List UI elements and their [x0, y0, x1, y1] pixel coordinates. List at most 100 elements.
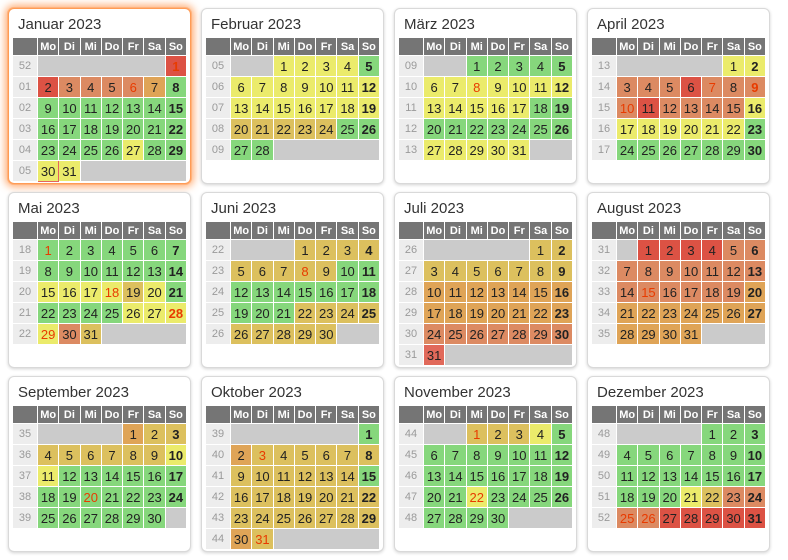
- day-cell[interactable]: 23: [315, 302, 338, 324]
- day-cell[interactable]: 28: [336, 507, 359, 529]
- day-cell[interactable]: 19: [658, 118, 681, 140]
- day-cell[interactable]: 6: [251, 260, 274, 282]
- day-cell[interactable]: 20: [122, 118, 145, 140]
- day-cell[interactable]: 5: [550, 55, 574, 77]
- day-cell[interactable]: 9: [486, 76, 510, 98]
- day-cell[interactable]: 8: [357, 444, 381, 466]
- day-cell[interactable]: 9: [722, 444, 745, 466]
- day-cell[interactable]: 14: [272, 281, 295, 303]
- day-cell[interactable]: 30: [550, 323, 574, 345]
- day-cell[interactable]: 28: [251, 139, 274, 161]
- day-cell[interactable]: 14: [679, 465, 703, 487]
- day-cell[interactable]: 29: [637, 323, 660, 345]
- day-cell[interactable]: 6: [143, 239, 166, 261]
- day-cell[interactable]: 12: [122, 260, 145, 282]
- day-cell[interactable]: 24: [336, 302, 359, 324]
- day-cell[interactable]: 3: [336, 239, 359, 261]
- day-cell[interactable]: 18: [701, 281, 724, 303]
- day-cell[interactable]: 21: [336, 486, 359, 508]
- day-cell[interactable]: 3: [743, 423, 767, 445]
- day-cell[interactable]: 17: [422, 302, 446, 324]
- day-cell[interactable]: 20: [315, 486, 338, 508]
- day-cell[interactable]: 12: [229, 281, 253, 303]
- day-cell[interactable]: 7: [615, 260, 639, 282]
- day-cell[interactable]: 27: [122, 139, 145, 161]
- day-cell[interactable]: 2: [743, 55, 767, 77]
- day-cell[interactable]: 2: [658, 239, 681, 261]
- day-cell[interactable]: 22: [293, 302, 317, 324]
- day-cell[interactable]: 16: [658, 281, 681, 303]
- day-cell[interactable]: 12: [550, 76, 574, 98]
- day-cell[interactable]: 19: [100, 118, 124, 140]
- day-cell[interactable]: 28: [701, 139, 724, 161]
- day-cell[interactable]: 27: [79, 507, 102, 529]
- day-cell[interactable]: 15: [701, 465, 724, 487]
- day-cell[interactable]: 31: [79, 323, 102, 345]
- day-cell[interactable]: 24: [58, 139, 81, 161]
- day-cell[interactable]: 2: [293, 55, 317, 77]
- day-cell[interactable]: 28: [508, 323, 531, 345]
- day-cell[interactable]: 27: [743, 302, 767, 324]
- day-cell[interactable]: 1: [701, 423, 724, 445]
- day-cell[interactable]: 18: [529, 97, 552, 119]
- day-cell[interactable]: 4: [79, 76, 102, 98]
- day-cell[interactable]: 12: [722, 260, 745, 282]
- day-cell[interactable]: 15: [722, 97, 745, 119]
- day-cell[interactable]: 30: [143, 507, 166, 529]
- day-cell[interactable]: 19: [122, 281, 145, 303]
- day-cell[interactable]: 18: [615, 486, 639, 508]
- day-cell[interactable]: 23: [722, 486, 745, 508]
- day-cell[interactable]: 9: [743, 76, 767, 98]
- day-cell[interactable]: 8: [722, 76, 745, 98]
- day-cell[interactable]: 10: [79, 260, 102, 282]
- day-cell[interactable]: 20: [79, 486, 102, 508]
- day-cell[interactable]: 8: [164, 76, 188, 98]
- day-cell[interactable]: 31: [58, 160, 81, 182]
- day-cell[interactable]: 9: [315, 260, 338, 282]
- day-cell[interactable]: 12: [293, 465, 317, 487]
- day-cell[interactable]: 17: [79, 281, 102, 303]
- day-cell[interactable]: 25: [444, 323, 467, 345]
- day-cell[interactable]: 3: [679, 239, 703, 261]
- day-cell[interactable]: 13: [658, 465, 681, 487]
- day-cell[interactable]: 4: [444, 260, 467, 282]
- day-cell[interactable]: 3: [508, 55, 531, 77]
- day-cell[interactable]: 9: [658, 260, 681, 282]
- day-cell[interactable]: 9: [486, 444, 510, 466]
- day-cell[interactable]: 22: [722, 118, 745, 140]
- day-cell[interactable]: 27: [315, 507, 338, 529]
- day-cell[interactable]: 7: [272, 260, 295, 282]
- day-cell[interactable]: 21: [143, 118, 166, 140]
- day-cell[interactable]: 26: [722, 302, 745, 324]
- day-cell[interactable]: 19: [293, 486, 317, 508]
- day-cell[interactable]: 14: [615, 281, 639, 303]
- day-cell[interactable]: 14: [251, 97, 274, 119]
- day-cell[interactable]: 14: [100, 465, 124, 487]
- day-cell[interactable]: 19: [229, 302, 253, 324]
- day-cell[interactable]: 13: [251, 281, 274, 303]
- day-cell[interactable]: 27: [422, 139, 446, 161]
- day-cell[interactable]: 7: [100, 444, 124, 466]
- day-cell[interactable]: 19: [722, 281, 745, 303]
- day-cell[interactable]: 24: [508, 118, 531, 140]
- day-cell[interactable]: 29: [36, 323, 60, 345]
- day-cell[interactable]: 18: [357, 281, 381, 303]
- day-cell[interactable]: 1: [36, 239, 60, 261]
- day-cell[interactable]: 23: [743, 118, 767, 140]
- day-cell[interactable]: 23: [486, 118, 510, 140]
- day-cell[interactable]: 27: [229, 139, 253, 161]
- day-cell[interactable]: 13: [122, 97, 145, 119]
- day-cell[interactable]: 24: [615, 139, 639, 161]
- day-cell[interactable]: 10: [679, 260, 703, 282]
- day-cell[interactable]: 20: [743, 281, 767, 303]
- day-cell[interactable]: 24: [508, 486, 531, 508]
- day-cell[interactable]: 12: [100, 97, 124, 119]
- day-cell[interactable]: 3: [422, 260, 446, 282]
- day-cell[interactable]: 23: [658, 302, 681, 324]
- day-cell[interactable]: 23: [58, 302, 81, 324]
- day-cell[interactable]: 13: [486, 281, 510, 303]
- day-cell[interactable]: 20: [143, 281, 166, 303]
- day-cell[interactable]: 6: [743, 239, 767, 261]
- day-cell[interactable]: 16: [486, 97, 510, 119]
- day-cell[interactable]: 16: [143, 465, 166, 487]
